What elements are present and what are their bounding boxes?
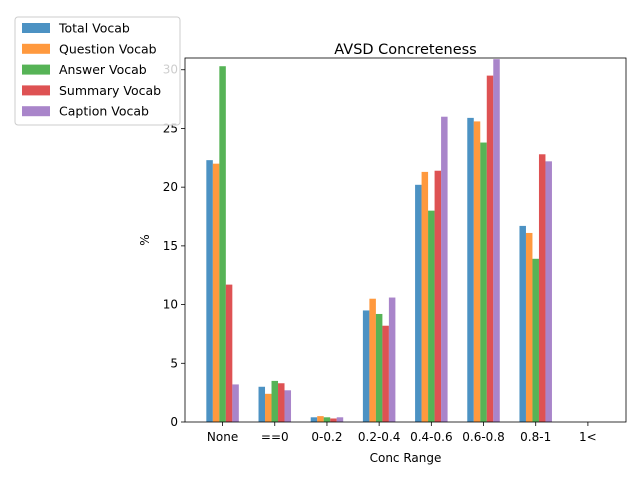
legend-swatch	[22, 23, 50, 33]
bar-question-vocab-2	[317, 416, 324, 422]
bar-summary-vocab-0	[225, 284, 233, 422]
bar-summary-vocab-6	[538, 154, 546, 422]
bar-answer-vocab-4	[428, 210, 435, 422]
x-tick-label: 0.8-1	[520, 430, 551, 444]
bar-total-vocab-3	[362, 310, 370, 422]
y-tick-label: 0	[170, 415, 178, 429]
y-tick-label: 15	[163, 239, 178, 253]
bar-summary-vocab-4	[434, 170, 442, 422]
bar-question-vocab-1	[265, 393, 272, 422]
bar-caption-vocab-3	[388, 297, 396, 422]
legend-label: Total Vocab	[58, 21, 130, 36]
bars-layer	[206, 59, 552, 423]
bar-answer-vocab-0	[219, 66, 226, 422]
bar-caption-vocab-0	[232, 384, 239, 422]
x-tick-label: 1<	[579, 430, 597, 444]
legend-frame	[14, 16, 181, 126]
bar-caption-vocab-1	[284, 390, 292, 422]
bar-caption-vocab-4	[441, 116, 448, 423]
bar-summary-vocab-5	[486, 75, 494, 423]
bar-total-vocab-6	[519, 225, 526, 422]
x-tick-label: 0.4-0.6	[410, 430, 453, 444]
legend-items: Total Vocab Question Vocab Answer Vocab Sum…	[22, 21, 161, 119]
bar-caption-vocab-5	[493, 59, 500, 423]
x-axis-ticks: None ==0 0-0.2 0.2-0.4 0.4-0.6 0.6-0.8 0.8-1 1<	[207, 422, 597, 444]
bar-question-vocab-3	[369, 298, 376, 422]
bar-total-vocab-2	[310, 417, 318, 422]
bar-total-vocab-5	[467, 117, 474, 422]
y-axis-label: %	[138, 234, 152, 245]
chart-title: AVSD Concreteness	[334, 42, 476, 58]
bar-total-vocab-0	[206, 160, 213, 422]
legend-label: Caption Vocab	[59, 104, 149, 119]
legend-swatch	[22, 64, 50, 75]
x-tick-label: 0-0.2	[311, 430, 342, 444]
y-tick-label: 5	[170, 356, 178, 370]
legend-swatch	[22, 43, 50, 54]
legend-label: Summary Vocab	[59, 83, 161, 98]
x-axis-label: Conc Range	[370, 451, 442, 465]
bar-summary-vocab-1	[278, 383, 285, 422]
bar-answer-vocab-5	[480, 142, 487, 423]
bar-question-vocab-0	[212, 163, 220, 422]
y-tick-label: 20	[163, 180, 178, 194]
axes-frame	[184, 57, 627, 423]
x-tick-label: ==0	[261, 430, 289, 444]
bar-question-vocab-4	[421, 171, 429, 422]
legend-label: Question Vocab	[59, 41, 157, 56]
x-tick-label: None	[207, 430, 238, 444]
bar-answer-vocab-6	[532, 258, 539, 422]
bar-total-vocab-1	[258, 386, 266, 422]
legend-swatch	[22, 106, 50, 117]
y-tick-label: 10	[163, 298, 178, 312]
bar-summary-vocab-2	[330, 418, 337, 422]
legend-swatch	[22, 85, 50, 96]
legend-label: Answer Vocab	[59, 62, 147, 77]
bar-answer-vocab-3	[375, 313, 383, 422]
plot-area: 051015202530 None==00-0.20.2-0.40.4-0.60…	[163, 57, 627, 444]
bar-question-vocab-5	[473, 121, 481, 422]
bar-question-vocab-6	[525, 232, 533, 422]
bar-summary-vocab-3	[382, 325, 389, 422]
bar-total-vocab-4	[415, 184, 422, 422]
bar-caption-vocab-6	[545, 161, 552, 422]
x-tick-label: 0.6-0.8	[462, 430, 505, 444]
bar-answer-vocab-1	[271, 380, 279, 422]
bar-answer-vocab-2	[323, 417, 331, 422]
legend: Total Vocab Question Vocab Answer Vocab Sum…	[14, 16, 181, 126]
bar-caption-vocab-2	[336, 417, 344, 422]
x-tick-label: 0.2-0.4	[358, 430, 401, 444]
